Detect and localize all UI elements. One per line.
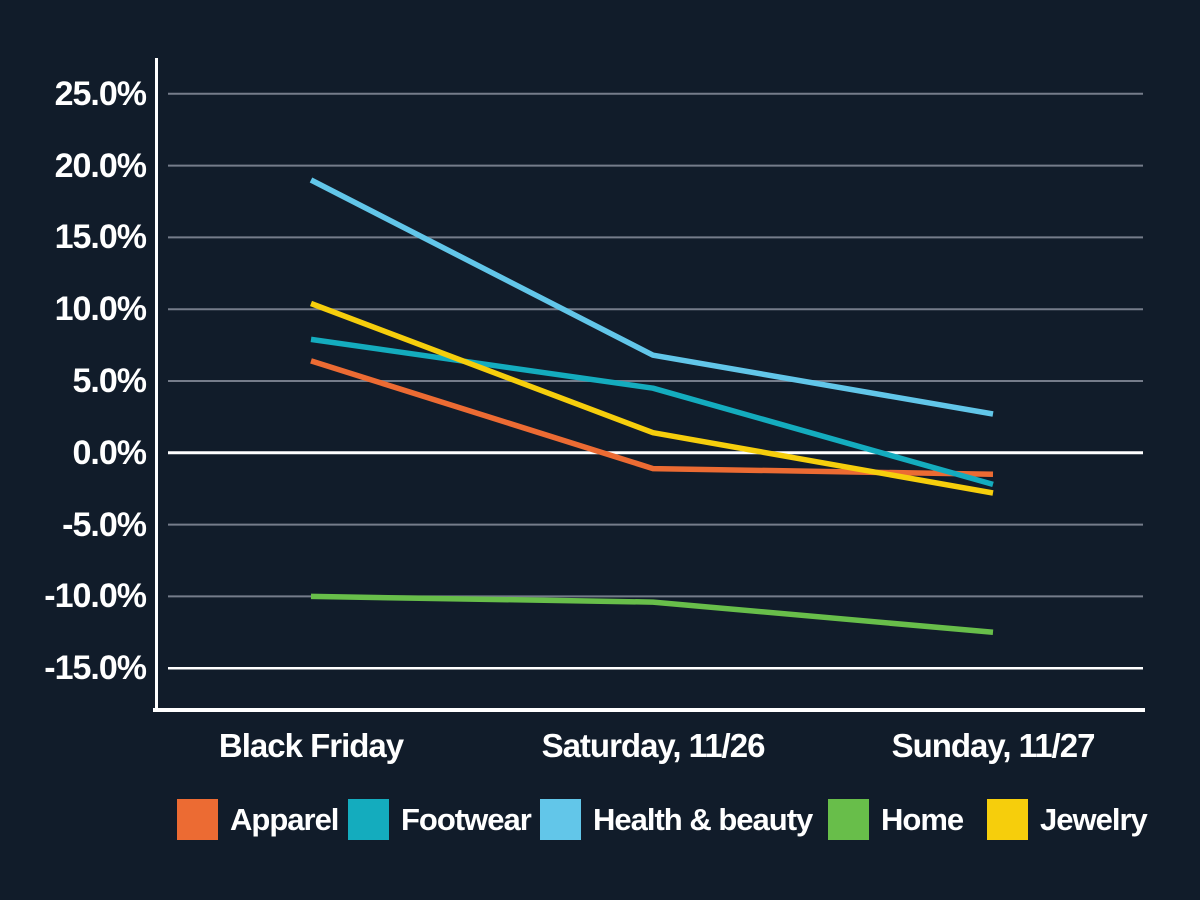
x-axis-line xyxy=(153,708,1145,712)
series-line-home xyxy=(310,593,994,636)
y-tick-label: 15.0% xyxy=(54,218,147,257)
legend-swatch xyxy=(177,799,218,840)
legend-swatch xyxy=(828,799,869,840)
y-tick-label: -10.0% xyxy=(44,577,147,616)
series-line-footwear xyxy=(310,336,994,488)
y-tick-label: -5.0% xyxy=(62,505,147,544)
series-line-jewelry xyxy=(310,300,994,496)
x-tick-label: Saturday, 11/26 xyxy=(541,727,766,764)
legend-label: Jewelry xyxy=(1040,802,1148,837)
legend-swatch xyxy=(348,799,389,840)
series-line-health-beauty xyxy=(309,177,994,417)
x-tick-label: Sunday, 11/27 xyxy=(891,727,1096,764)
legend-swatch xyxy=(987,799,1028,840)
legend-label: Home xyxy=(881,802,964,837)
legend-label: Footwear xyxy=(401,802,532,837)
y-axis-line xyxy=(155,58,158,711)
y-tick-label: 25.0% xyxy=(54,74,147,113)
y-tick-label: 0.0% xyxy=(72,433,148,472)
legend-swatch xyxy=(540,799,581,840)
legend-label: Health & beauty xyxy=(593,802,813,837)
x-tick-label: Black Friday xyxy=(218,727,404,764)
y-tick-label: 5.0% xyxy=(72,362,148,400)
legend-label: Apparel xyxy=(230,802,339,837)
y-tick-label: 20.0% xyxy=(54,146,147,185)
y-tick-label: -15.0% xyxy=(44,649,147,688)
y-tick-label: 10.0% xyxy=(54,290,147,329)
